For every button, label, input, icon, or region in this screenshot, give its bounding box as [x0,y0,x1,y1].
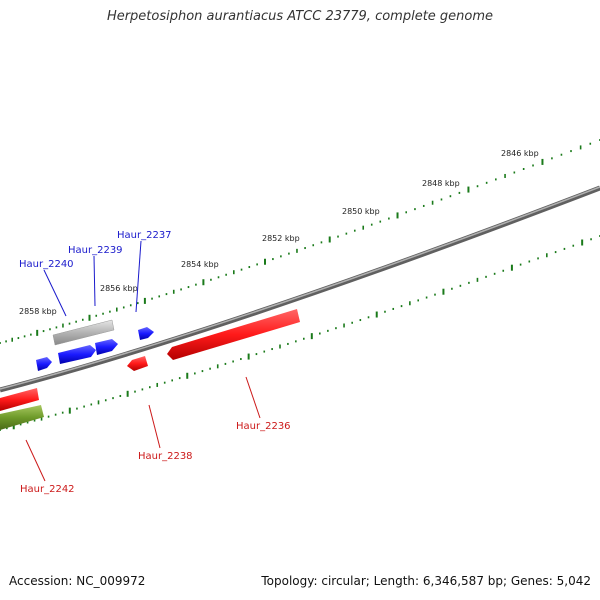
scale-label: 2850 kbp [342,207,380,216]
gene-label-Haur_2240[interactable]: Haur_2240 [19,259,74,270]
scale-label: 2852 kbp [262,234,300,243]
scale-label: 2848 kbp [422,179,460,188]
gene-Haur_2236[interactable] [167,309,300,360]
gene-label-Haur_2236[interactable]: Haur_2236 [236,421,291,432]
scale-ticks-outer [0,139,600,344]
gene-label-Haur_2238[interactable]: Haur_2238 [138,451,193,462]
label-leaders [25,240,261,482]
gene-label-Haur_2242[interactable]: Haur_2242 [20,484,75,495]
scale-label: 2856 kbp [100,284,138,293]
map-title: Herpetosiphon aurantiacus ATCC 23779, co… [106,9,494,24]
gene-Haur_2239[interactable] [58,339,118,364]
gene-red-left[interactable] [0,388,39,411]
scale-label: 2854 kbp [181,260,219,269]
accession-text: Accession: NC_009972 [9,574,146,588]
genome-backbone [0,185,600,393]
gene-label-Haur_2239[interactable]: Haur_2239 [68,245,123,256]
scale-label: 2858 kbp [19,307,57,316]
scale-label: 2846 kbp [501,149,539,158]
gene-Haur_2238[interactable] [127,356,148,371]
gene-Haur_2237[interactable] [138,327,154,340]
gene-label-Haur_2237[interactable]: Haur_2237 [117,230,172,241]
gene-Haur_2240[interactable] [52,319,115,346]
gene-blue-small[interactable] [36,357,52,371]
gene-Haur_2242[interactable] [0,405,44,430]
scale-labels: 2846 kbp 2848 kbp 2850 kbp 2852 kbp 2854… [19,149,539,316]
topology-summary: Topology: circular; Length: 6,346,587 bp… [261,574,591,588]
scale-ticks-inner [0,235,600,431]
